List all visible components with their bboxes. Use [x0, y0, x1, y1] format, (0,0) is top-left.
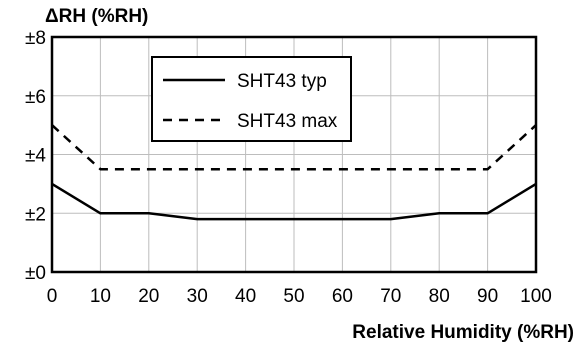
y-axis-title: ΔRH (%RH)	[45, 6, 148, 27]
y-tick-label: ±0	[25, 263, 46, 284]
y-tick-label: ±8	[25, 28, 46, 49]
series-line-typ	[51, 182, 537, 221]
y-tick-label: ±2	[25, 204, 46, 225]
x-tick-label: 20	[138, 286, 159, 307]
series-lines	[51, 124, 537, 221]
x-tick-label: 80	[429, 286, 450, 307]
x-tick-label: 90	[477, 286, 498, 307]
x-tick-label: 70	[380, 286, 401, 307]
y-tick-label: ±4	[25, 146, 46, 167]
y-tick-label: ±6	[25, 87, 46, 108]
legend-box	[151, 56, 352, 142]
x-tick-label: 0	[47, 286, 58, 307]
x-tick-label: 30	[187, 286, 208, 307]
legend-label-max: SHT43 max	[237, 111, 338, 132]
x-tick-label: 40	[235, 286, 256, 307]
x-axis-title: Relative Humidity (%RH)	[352, 322, 574, 343]
plot-frame	[50, 35, 538, 274]
x-tick-label: 100	[520, 286, 552, 307]
legend: SHT43 typ SHT43 max	[151, 56, 352, 142]
x-tick-label: 50	[283, 286, 304, 307]
legend-label-typ: SHT43 typ	[237, 71, 327, 92]
tick-labels: 0 10 20 30 40 50 60 70 80 90 100 ±0 ±2 ±4 ±6 ±8	[25, 28, 552, 307]
x-tick-label: 10	[90, 286, 111, 307]
series-line-max	[51, 124, 537, 171]
x-tick-label: 60	[332, 286, 353, 307]
